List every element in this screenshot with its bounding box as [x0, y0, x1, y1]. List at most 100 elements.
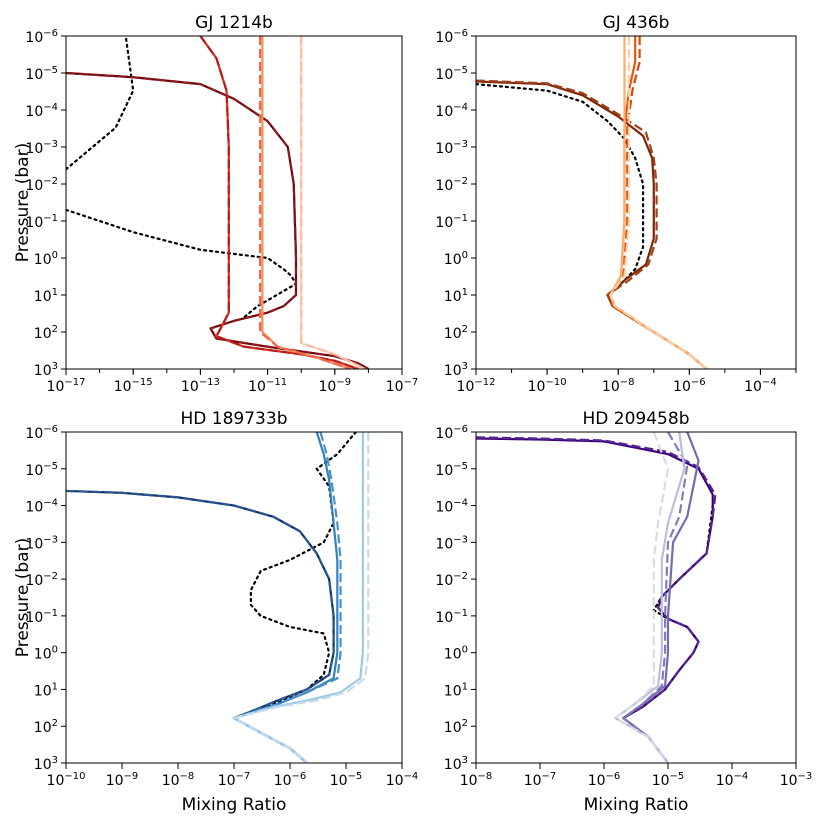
y-tick-label: 10−1 [435, 608, 468, 626]
plot-frame [65, 431, 403, 764]
x-tick-label: 10−8 [602, 377, 635, 395]
series-line-brown-solid [476, 80, 708, 369]
y-tick-label: 10−4 [25, 498, 58, 516]
series-line-lavender-dashed [614, 432, 670, 763]
y-tick-label: 100 [34, 645, 58, 663]
y-tick-label: 10−1 [25, 608, 58, 626]
y-tick-label: 10−5 [25, 65, 58, 83]
y-tick-label: 10−1 [435, 213, 468, 231]
chart-panel-4: 10−8 10−7 10−6 10−5 10−4 10−3 10−6 10−5 10−4 10−3… [435, 409, 812, 815]
x-tick-label: 10−8 [162, 771, 195, 789]
series-line-dark-purple-solid [476, 437, 714, 763]
x-tick-label: 10−10 [528, 377, 567, 395]
x-tick-label: 10−13 [181, 377, 220, 395]
series-group [476, 36, 708, 369]
x-tick-label: 10−4 [716, 771, 749, 789]
panel-title: HD 209458b [583, 409, 690, 429]
y-tick-label: 100 [444, 645, 468, 663]
y-tick-label: 10−5 [25, 461, 58, 479]
series-line-light-blue-dashed [232, 432, 370, 763]
y-tick-label: 102 [34, 324, 58, 342]
x-tick-label: 10−5 [330, 771, 363, 789]
y-tick-label: 10−1 [25, 213, 58, 231]
y-tick-label: 101 [444, 287, 468, 305]
series-group [476, 432, 717, 763]
y-tick-label: 10−4 [435, 102, 468, 120]
y-tick-label: 10−2 [25, 571, 58, 589]
plot-frame [65, 35, 403, 370]
y-tick-label: 10−5 [435, 65, 468, 83]
x-tick-label: 10−4 [744, 377, 777, 395]
series-line-brown-dashed [476, 79, 708, 369]
chart-panel-1: 10−17 10−15 10−13 10−11 10−9 10−7 10−6 10−5 10−4… [13, 13, 418, 395]
y-tick-label: 10−2 [435, 571, 468, 589]
y-tick-label: 103 [444, 755, 468, 773]
series-line-salmon-dashed [259, 36, 352, 369]
x-tick-label: 10−7 [218, 771, 251, 789]
x-tick-label: 10−10 [47, 771, 86, 789]
y-tick-label: 101 [34, 681, 58, 699]
y-tick-label: 10−3 [435, 534, 468, 552]
x-axis-title: Mixing Ratio [584, 795, 689, 815]
series-line-light-orange-dashed [609, 36, 708, 369]
x-tick-label: 10−4 [386, 771, 419, 789]
series-line-pale-dashed [300, 36, 366, 369]
y-tick-label: 10−6 [435, 424, 468, 442]
plot-frame [475, 431, 797, 764]
y-tick-label: 102 [34, 718, 58, 736]
y-tick-label: 100 [444, 250, 468, 268]
series-group [66, 36, 369, 369]
y-tick-label: 10−4 [25, 102, 58, 120]
y-tick-label: 10−6 [25, 424, 58, 442]
y-tick-label: 10−3 [25, 534, 58, 552]
plot-frame [475, 35, 797, 370]
x-tick-label: 10−9 [319, 377, 352, 395]
series-line-purple-solid [622, 432, 700, 763]
x-tick-label: 10−7 [524, 771, 557, 789]
x-tick-label: 10−11 [248, 377, 287, 395]
series-line-purple-dashed [622, 432, 689, 763]
x-tick-label: 10−9 [106, 771, 139, 789]
y-tick-label: 10−4 [435, 498, 468, 516]
chart-panel-3: 10−10 10−9 10−8 10−7 10−6 10−5 10−4 10−6 10−5 10−… [13, 409, 418, 815]
series-group [66, 432, 370, 763]
y-tick-label: 100 [34, 250, 58, 268]
x-tick-label: 10−6 [274, 771, 307, 789]
y-tick-label: 103 [34, 755, 58, 773]
y-tick-label: 103 [444, 361, 468, 379]
series-line-salmon-solid [261, 36, 352, 369]
x-axis-title: Mixing Ratio [182, 795, 287, 815]
series-line-dark-purple-dashed [476, 436, 717, 763]
x-tick-label: 10−3 [780, 771, 813, 789]
y-tick-label: 101 [444, 681, 468, 699]
series-line-observed-profile [66, 36, 135, 171]
y-tick-label: 10−6 [435, 28, 468, 46]
series-line-observed-profile [476, 83, 708, 369]
y-tick-label: 10−5 [435, 461, 468, 479]
y-tick-label: 10−3 [25, 139, 58, 157]
series-line-observed-profile-deep [66, 208, 298, 319]
chart-panel-2: 10−12 10−10 10−8 10−6 10−4 10−6 10−5 10−4 10−3 10… [435, 13, 797, 395]
y-tick-label: 101 [34, 287, 58, 305]
series-line-light-orange-solid [609, 36, 708, 369]
y-tick-label: 10−2 [25, 176, 58, 194]
y-tick-label: 103 [34, 361, 58, 379]
series-line-dark-red-solid [66, 71, 369, 369]
y-axis-title: Pressure (bar) [13, 538, 33, 657]
panel-title: HD 189733b [181, 409, 288, 429]
panel-title: GJ 436b [603, 13, 670, 33]
x-tick-label: 10−17 [47, 377, 86, 395]
y-tick-label: 102 [444, 324, 468, 342]
x-tick-label: 10−5 [652, 771, 685, 789]
y-tick-label: 10−3 [435, 139, 468, 157]
y-axis-title: Pressure (bar) [13, 143, 33, 262]
y-tick-label: 102 [444, 718, 468, 736]
series-line-lavender-solid [614, 432, 686, 763]
x-tick-label: 10−12 [457, 377, 496, 395]
x-tick-label: 10−6 [673, 377, 706, 395]
x-tick-label: 10−15 [114, 377, 153, 395]
series-line-dark-red-dashed [66, 71, 369, 369]
series-line-red-dashed [199, 36, 359, 369]
x-tick-label: 10−6 [588, 771, 621, 789]
